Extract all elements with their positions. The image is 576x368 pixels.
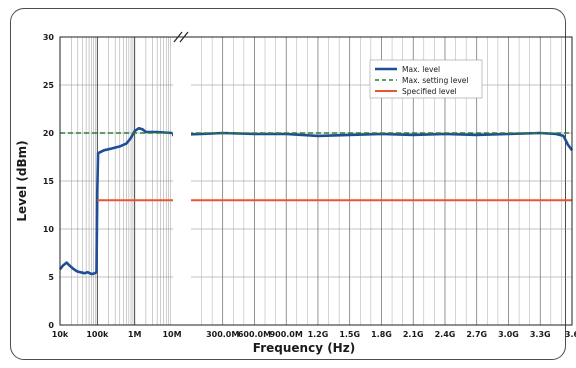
legend: Max. level Max. setting level Specified … [369, 59, 483, 99]
series-line-max-level [171, 131, 574, 152]
plot-border [59, 36, 573, 326]
x-tick-label: 1.5G [339, 330, 360, 339]
x-tick-label: 1.8G [371, 330, 392, 339]
x-tick-label: 10M [162, 330, 181, 339]
y-tick-label: 5 [48, 273, 54, 282]
x-tick-label: 3.6 [565, 330, 576, 339]
x-tick-label: 600.0M [238, 330, 271, 339]
y-tick-label: 20 [43, 129, 55, 138]
x-tick-label: 1.2G [308, 330, 329, 339]
y-tick-label: 15 [43, 177, 55, 186]
axis-break-marks [173, 31, 191, 324]
series-line-max-level [58, 126, 173, 276]
x-axis-label: Frequency (Hz) [253, 341, 355, 355]
axis-break-gap [173, 38, 191, 324]
grid [59, 36, 573, 326]
x-tick-label: 2.1G [403, 330, 424, 339]
y-tick-label: 0 [48, 321, 54, 330]
x-tick-label: 10k [52, 330, 69, 339]
x-tick-label: 300.0M [206, 330, 239, 339]
legend-label-max-level: Max. level [402, 65, 440, 74]
y-tick-label: 25 [43, 81, 55, 90]
x-tick-label: 1M [128, 330, 142, 339]
y-tick-label: 30 [43, 33, 55, 42]
legend-label-max-setting-level: Max. setting level [402, 76, 469, 85]
y-axis-label: Level (dBm) [15, 140, 29, 221]
x-tick-label: 100k [86, 330, 109, 339]
x-tick-label: 2.4G [435, 330, 456, 339]
x-tick-label: 2.7G [466, 330, 487, 339]
y-tick-label: 10 [43, 225, 55, 234]
x-tick-label: 3.0G [498, 330, 519, 339]
tick-labels: 0 5 10 15 20 25 30 10k 100k 1M 10M 300.0M600.0M900.… [43, 33, 576, 339]
x-tick-label: 900.0M [270, 330, 303, 339]
x-tick-label: 3.3G [530, 330, 551, 339]
legend-label-specified-level: Specified level [402, 87, 457, 96]
series-layer [58, 126, 574, 276]
